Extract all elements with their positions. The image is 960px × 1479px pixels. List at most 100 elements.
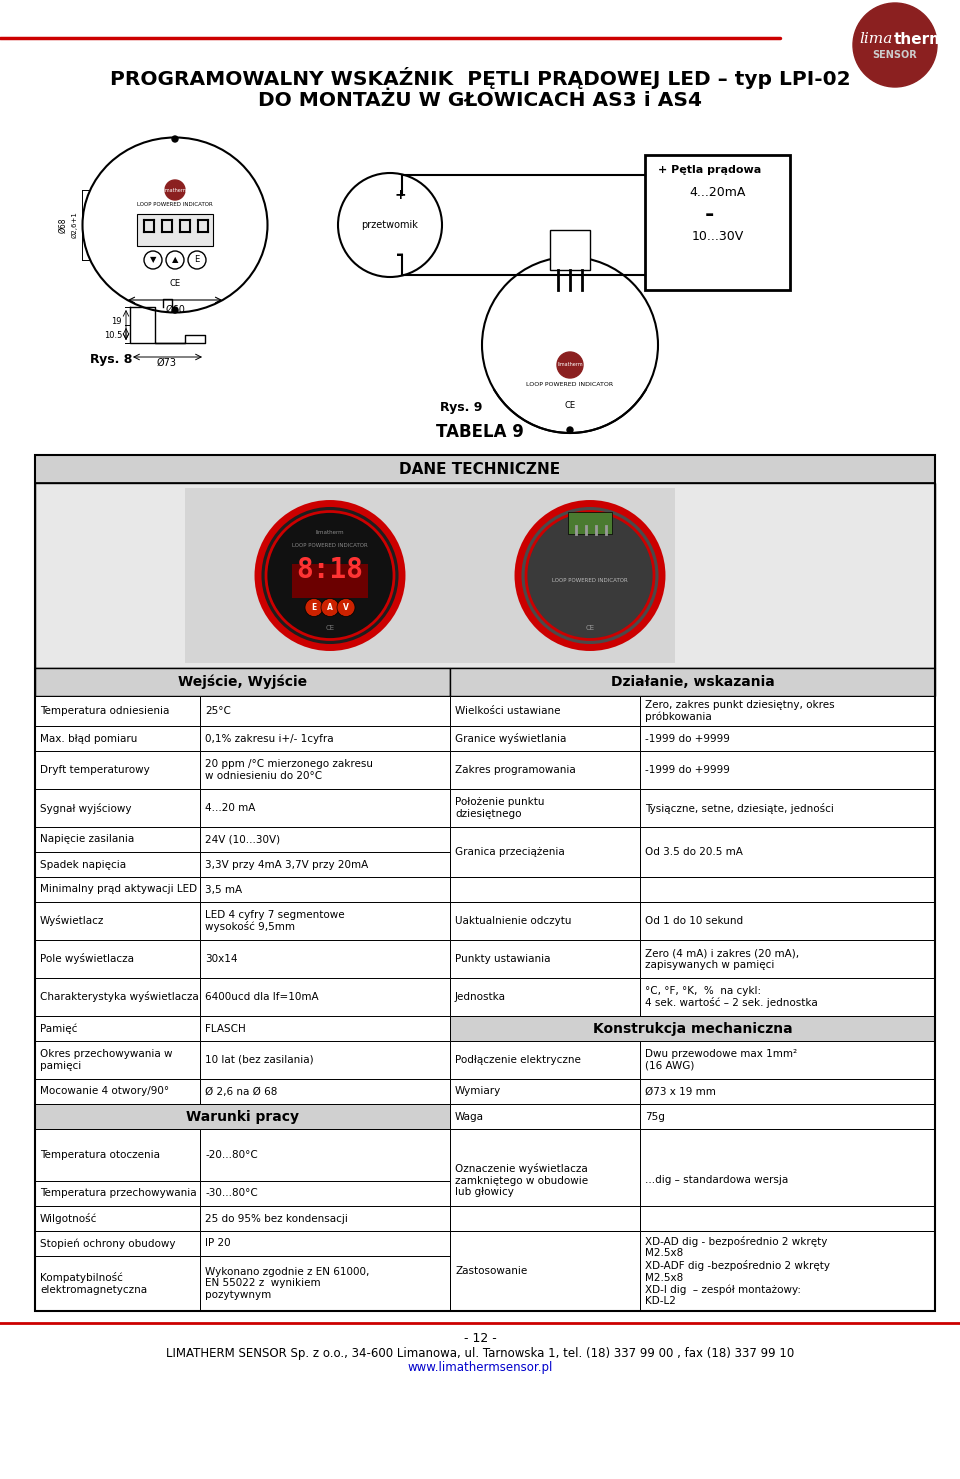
Text: Zastosowanie: Zastosowanie [455, 1266, 527, 1276]
Circle shape [337, 599, 355, 617]
Text: 30x14: 30x14 [205, 954, 237, 964]
Text: LED 4 cyfry 7 segmentowe
wysokość 9,5mm: LED 4 cyfry 7 segmentowe wysokość 9,5mm [205, 910, 345, 932]
Text: DO MONTAŻU W GŁOWICACH AS3 i AS4: DO MONTAŻU W GŁOWICACH AS3 i AS4 [258, 90, 702, 109]
Bar [200, 902, 450, 941]
Bar [200, 788, 450, 827]
Bar [568, 512, 612, 534]
Circle shape [567, 427, 573, 433]
Text: CE: CE [325, 624, 335, 630]
Text: Ø73: Ø73 [157, 358, 177, 368]
Text: Rys. 9: Rys. 9 [440, 401, 482, 414]
Text: IP 20: IP 20 [205, 1238, 230, 1248]
Text: 4...20 mA: 4...20 mA [205, 803, 255, 813]
Text: Pamięć: Pamięć [40, 1023, 78, 1034]
Text: Działanie, wskazania: Działanie, wskazania [611, 674, 775, 689]
Bar [640, 1231, 935, 1310]
Bar [200, 877, 450, 902]
Bar [35, 484, 935, 669]
Text: 25°C: 25°C [205, 705, 230, 716]
Text: Charakterystyka wyświetlacza: Charakterystyka wyświetlacza [40, 991, 199, 1003]
Circle shape [853, 3, 937, 87]
Bar [640, 978, 935, 1016]
Text: Ø60: Ø60 [165, 305, 185, 315]
Bar [640, 902, 935, 941]
Text: CE: CE [586, 624, 594, 630]
Text: 10.5: 10.5 [104, 330, 122, 340]
Text: Punkty ustawiania: Punkty ustawiania [455, 954, 550, 964]
Text: ...dig – standardowa wersja: ...dig – standardowa wersja [645, 1174, 788, 1185]
Text: przetwomik: przetwomik [362, 220, 419, 231]
Text: -: - [705, 206, 714, 225]
Text: 75g: 75g [645, 1112, 665, 1121]
Text: Wielkości ustawiane: Wielkości ustawiane [455, 705, 561, 716]
Circle shape [526, 512, 654, 639]
Bar [35, 726, 200, 751]
Text: LOOP POWERED INDICATOR: LOOP POWERED INDICATOR [292, 543, 368, 549]
Text: A: A [327, 603, 333, 612]
Text: Temperatura odniesienia: Temperatura odniesienia [40, 705, 169, 716]
Bar [185, 488, 675, 663]
Text: Rys. 8: Rys. 8 [90, 353, 132, 367]
Bar [450, 978, 640, 1016]
Text: Waga: Waga [455, 1112, 484, 1121]
Text: Pole wyświetlacza: Pole wyświetlacza [40, 954, 134, 964]
Bar [450, 941, 640, 978]
Text: Wykonano zgodnie z EN 61000,
EN 55022 z  wynikiem
pozytywnym: Wykonano zgodnie z EN 61000, EN 55022 z … [205, 1268, 370, 1300]
Text: Położenie punktu
dziesiętnego: Położenie punktu dziesiętnego [455, 797, 544, 819]
Circle shape [518, 503, 662, 648]
Bar [450, 1041, 640, 1080]
Circle shape [321, 599, 339, 617]
Text: Wejście, Wyjście: Wejście, Wyjście [178, 674, 307, 689]
Text: Kompatybilność
elektromagnetyczna: Kompatybilność elektromagnetyczna [40, 1272, 147, 1294]
Bar [550, 231, 590, 271]
Text: Zakres programowania: Zakres programowania [455, 765, 576, 775]
Text: Ø73 x 19 mm: Ø73 x 19 mm [645, 1087, 716, 1096]
Text: E: E [194, 256, 200, 265]
Circle shape [266, 512, 394, 639]
Bar [35, 827, 200, 852]
Text: SENSOR: SENSOR [873, 50, 918, 61]
Circle shape [166, 251, 184, 269]
Bar [450, 1016, 935, 1041]
Text: -30...80°C: -30...80°C [205, 1189, 257, 1198]
Bar [35, 1128, 200, 1182]
Text: Ø68: Ø68 [59, 217, 67, 232]
Text: 3,3V przy 4mA 3,7V przy 20mA: 3,3V przy 4mA 3,7V przy 20mA [205, 859, 369, 870]
Text: PROGRAMOWALNY WSKAŹNIK  PĘTLI PRĄDOWEJ LED – typ LPI-02: PROGRAMOWALNY WSKAŹNIK PĘTLI PRĄDOWEJ LE… [109, 67, 851, 89]
Bar [640, 751, 935, 788]
Text: E: E [311, 603, 317, 612]
Bar [35, 669, 450, 697]
Text: Konstrukcja mechaniczna: Konstrukcja mechaniczna [592, 1022, 792, 1035]
Text: Wyświetlacz: Wyświetlacz [40, 916, 105, 926]
Bar [200, 1231, 450, 1256]
Text: Temperatura przechowywania: Temperatura przechowywania [40, 1189, 197, 1198]
Bar [645, 155, 790, 290]
Text: Minimalny prąd aktywacji LED: Minimalny prąd aktywacji LED [40, 884, 197, 895]
Text: -: - [396, 246, 404, 265]
Text: -1999 do +9999: -1999 do +9999 [645, 734, 730, 744]
Text: Stopień ochrony obudowy: Stopień ochrony obudowy [40, 1238, 176, 1248]
Text: °C, °F, °K,  %  na cykl:
4 sek. wartość – 2 sek. jednostka: °C, °F, °K, % na cykl: 4 sek. wartość – … [645, 985, 818, 1009]
Text: Spadek napięcia: Spadek napięcia [40, 859, 126, 870]
Bar [640, 941, 935, 978]
Bar [35, 941, 200, 978]
Text: 19: 19 [111, 317, 122, 325]
Text: 10 lat (bez zasilania): 10 lat (bez zasilania) [205, 1055, 314, 1065]
Bar [640, 788, 935, 827]
Bar [200, 1016, 450, 1041]
Text: LOOP POWERED INDICATOR: LOOP POWERED INDICATOR [552, 578, 628, 583]
Text: ▼: ▼ [150, 256, 156, 265]
Text: Mocowanie 4 otwory/90°: Mocowanie 4 otwory/90° [40, 1087, 169, 1096]
Text: 25 do 95% bez kondensacji: 25 do 95% bez kondensacji [205, 1213, 348, 1223]
Text: Wilgotność: Wilgotność [40, 1213, 97, 1225]
Text: Temperatura otoczenia: Temperatura otoczenia [40, 1151, 160, 1160]
Bar [450, 726, 640, 751]
Text: +: + [395, 188, 406, 203]
Bar [200, 1080, 450, 1103]
Bar [35, 1016, 200, 1041]
Bar [35, 1080, 200, 1103]
Circle shape [144, 251, 162, 269]
Text: Jednostka: Jednostka [455, 992, 506, 1001]
Text: - 12 -: - 12 - [464, 1331, 496, 1344]
Bar [35, 1256, 200, 1310]
